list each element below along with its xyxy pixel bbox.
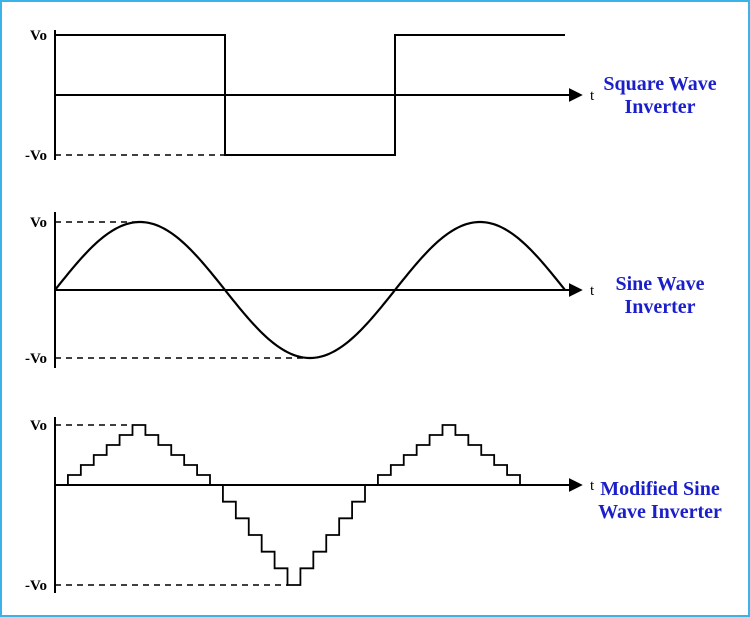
svg-text:Modified SineWave Inverter: Modified SineWave Inverter [598,478,722,523]
svg-text:Vo: Vo [30,215,47,231]
svg-text:-Vo: -Vo [25,148,47,164]
waveform-svg: tVo-VoSquare WaveInvertertVo-VoSine Wave… [0,0,750,617]
svg-text:Vo: Vo [30,418,47,434]
svg-text:Sine WaveInverter: Sine WaveInverter [615,273,704,318]
svg-text:Vo: Vo [30,28,47,44]
diagram-frame: tVo-VoSquare WaveInvertertVo-VoSine Wave… [0,0,750,617]
svg-text:-Vo: -Vo [25,351,47,367]
svg-text:-Vo: -Vo [25,578,47,594]
